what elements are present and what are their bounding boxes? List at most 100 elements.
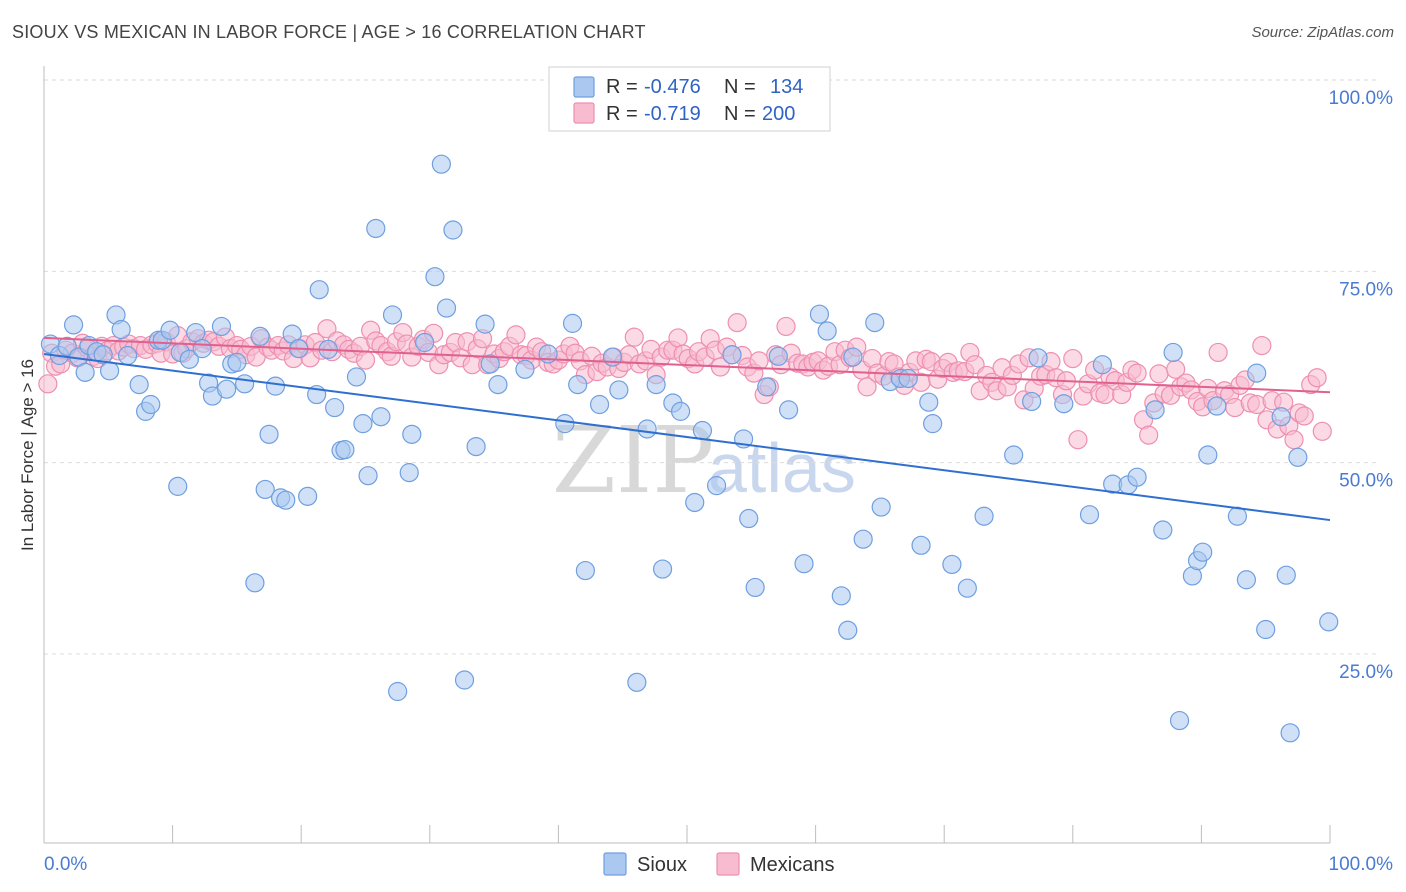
legend-bottom-swatch-mexicans [716, 852, 740, 876]
legend-bottom-label-mexicans: Mexicans [750, 854, 834, 876]
sioux-point [443, 220, 463, 240]
mexicans-trend-line [43, 336, 1331, 394]
mexicans-point [1139, 425, 1159, 445]
sioux-point [1153, 520, 1173, 540]
sioux-point [609, 380, 629, 400]
sioux-point [843, 347, 863, 367]
sioux-point [1271, 407, 1291, 427]
sioux-point [353, 414, 373, 434]
mexicans-point [1127, 363, 1147, 383]
axes [43, 66, 1331, 844]
sioux-point [757, 377, 777, 397]
mexicans-point [1063, 348, 1083, 369]
sioux-point [1247, 363, 1267, 383]
sioux-point [211, 316, 232, 337]
sioux-point [652, 559, 673, 579]
sioux-point [366, 218, 386, 239]
sioux-point [1004, 445, 1024, 465]
mexicans-point [727, 313, 747, 333]
sioux-point [276, 490, 296, 510]
sioux-point [431, 154, 451, 174]
sioux-point [235, 374, 255, 394]
sioux-point [415, 332, 435, 353]
mexicans-point [317, 319, 337, 339]
sioux-point [192, 339, 212, 359]
x-tick-label: 0.0% [44, 854, 87, 875]
sioux-point [602, 347, 623, 367]
trend-lines [43, 336, 1331, 522]
sioux-point [63, 315, 84, 335]
sioux-point [871, 497, 891, 517]
sioux-point [809, 304, 830, 324]
legend-swatch-mexicans [573, 102, 595, 124]
mexicans-point [1294, 406, 1314, 426]
sioux-point [425, 267, 445, 287]
legend-r-value-sioux: -0.476 [644, 76, 701, 98]
mexicans-point [776, 316, 796, 337]
sioux-point [1256, 619, 1276, 640]
sioux-point [778, 400, 799, 420]
sioux-point [1319, 612, 1339, 632]
sioux-point [480, 354, 500, 374]
sioux-point [466, 436, 486, 457]
mexicans-point [1284, 430, 1304, 450]
x-tick-label: 100.0% [1329, 854, 1394, 875]
x-tick-labels: 0.0% 100.0% [44, 854, 1393, 875]
sioux-point [637, 419, 657, 439]
sioux-point [488, 375, 508, 395]
sioux-point [309, 280, 329, 300]
sioux-point [454, 670, 475, 690]
watermark-atlas: atlas [708, 429, 856, 507]
sioux-point [399, 463, 419, 483]
sioux-point [141, 394, 161, 415]
mexicans-point [624, 327, 644, 347]
sioux-point [402, 424, 422, 444]
y-tick-label: 100.0% [1329, 88, 1394, 109]
sioux-point [298, 486, 318, 506]
sioux-point [817, 321, 837, 341]
sioux-point [745, 577, 765, 598]
sioux-trend-line [43, 352, 1331, 522]
mexicans-point [749, 351, 769, 371]
sioux-point [259, 424, 279, 444]
sioux-point [358, 466, 378, 486]
sioux-point [1288, 447, 1308, 467]
watermark-zip: ZIP [552, 407, 714, 514]
legend-n-label-sioux: N = [724, 76, 756, 98]
sioux-point [692, 420, 713, 441]
sioux-point [627, 672, 647, 692]
sioux-point [974, 506, 994, 526]
sioux-point [898, 368, 918, 389]
legend-top-frame [548, 66, 831, 132]
sioux-point [186, 322, 206, 343]
sioux-point [670, 401, 691, 421]
sioux-point [838, 620, 858, 640]
sioux-point [117, 345, 138, 366]
sioux-point [1280, 723, 1300, 743]
sioux-point [346, 367, 367, 387]
sioux-point [1079, 505, 1100, 525]
mexicans-point [668, 328, 688, 348]
sioux-point [160, 320, 180, 340]
y-tick-label: 25.0% [1339, 662, 1393, 683]
sioux-point [1145, 400, 1165, 420]
sioux-point [168, 476, 188, 496]
sioux-point [111, 319, 131, 340]
legend-top: R = -0.476 N = 134 R = -0.719 N = 200 [548, 66, 831, 132]
sioux-point [739, 508, 759, 529]
legend-bottom-label-sioux: Sioux [637, 854, 687, 876]
sioux-point [388, 681, 408, 702]
sioux-point [1198, 445, 1218, 465]
sioux-point [245, 573, 265, 593]
mexicans-point [38, 374, 58, 394]
sioux-point [706, 476, 727, 496]
y-axis-title: In Labor Force | Age > 16 [18, 359, 37, 551]
y-tick-labels: 25.0% 50.0% 75.0% 100.0% [1329, 88, 1394, 683]
sioux-point [853, 529, 873, 549]
sioux-point [1028, 348, 1048, 368]
legend-bottom: Sioux Mexicans [603, 852, 834, 876]
sioux-point [865, 313, 885, 333]
sioux-point [589, 394, 610, 415]
sioux-point [1169, 710, 1190, 731]
